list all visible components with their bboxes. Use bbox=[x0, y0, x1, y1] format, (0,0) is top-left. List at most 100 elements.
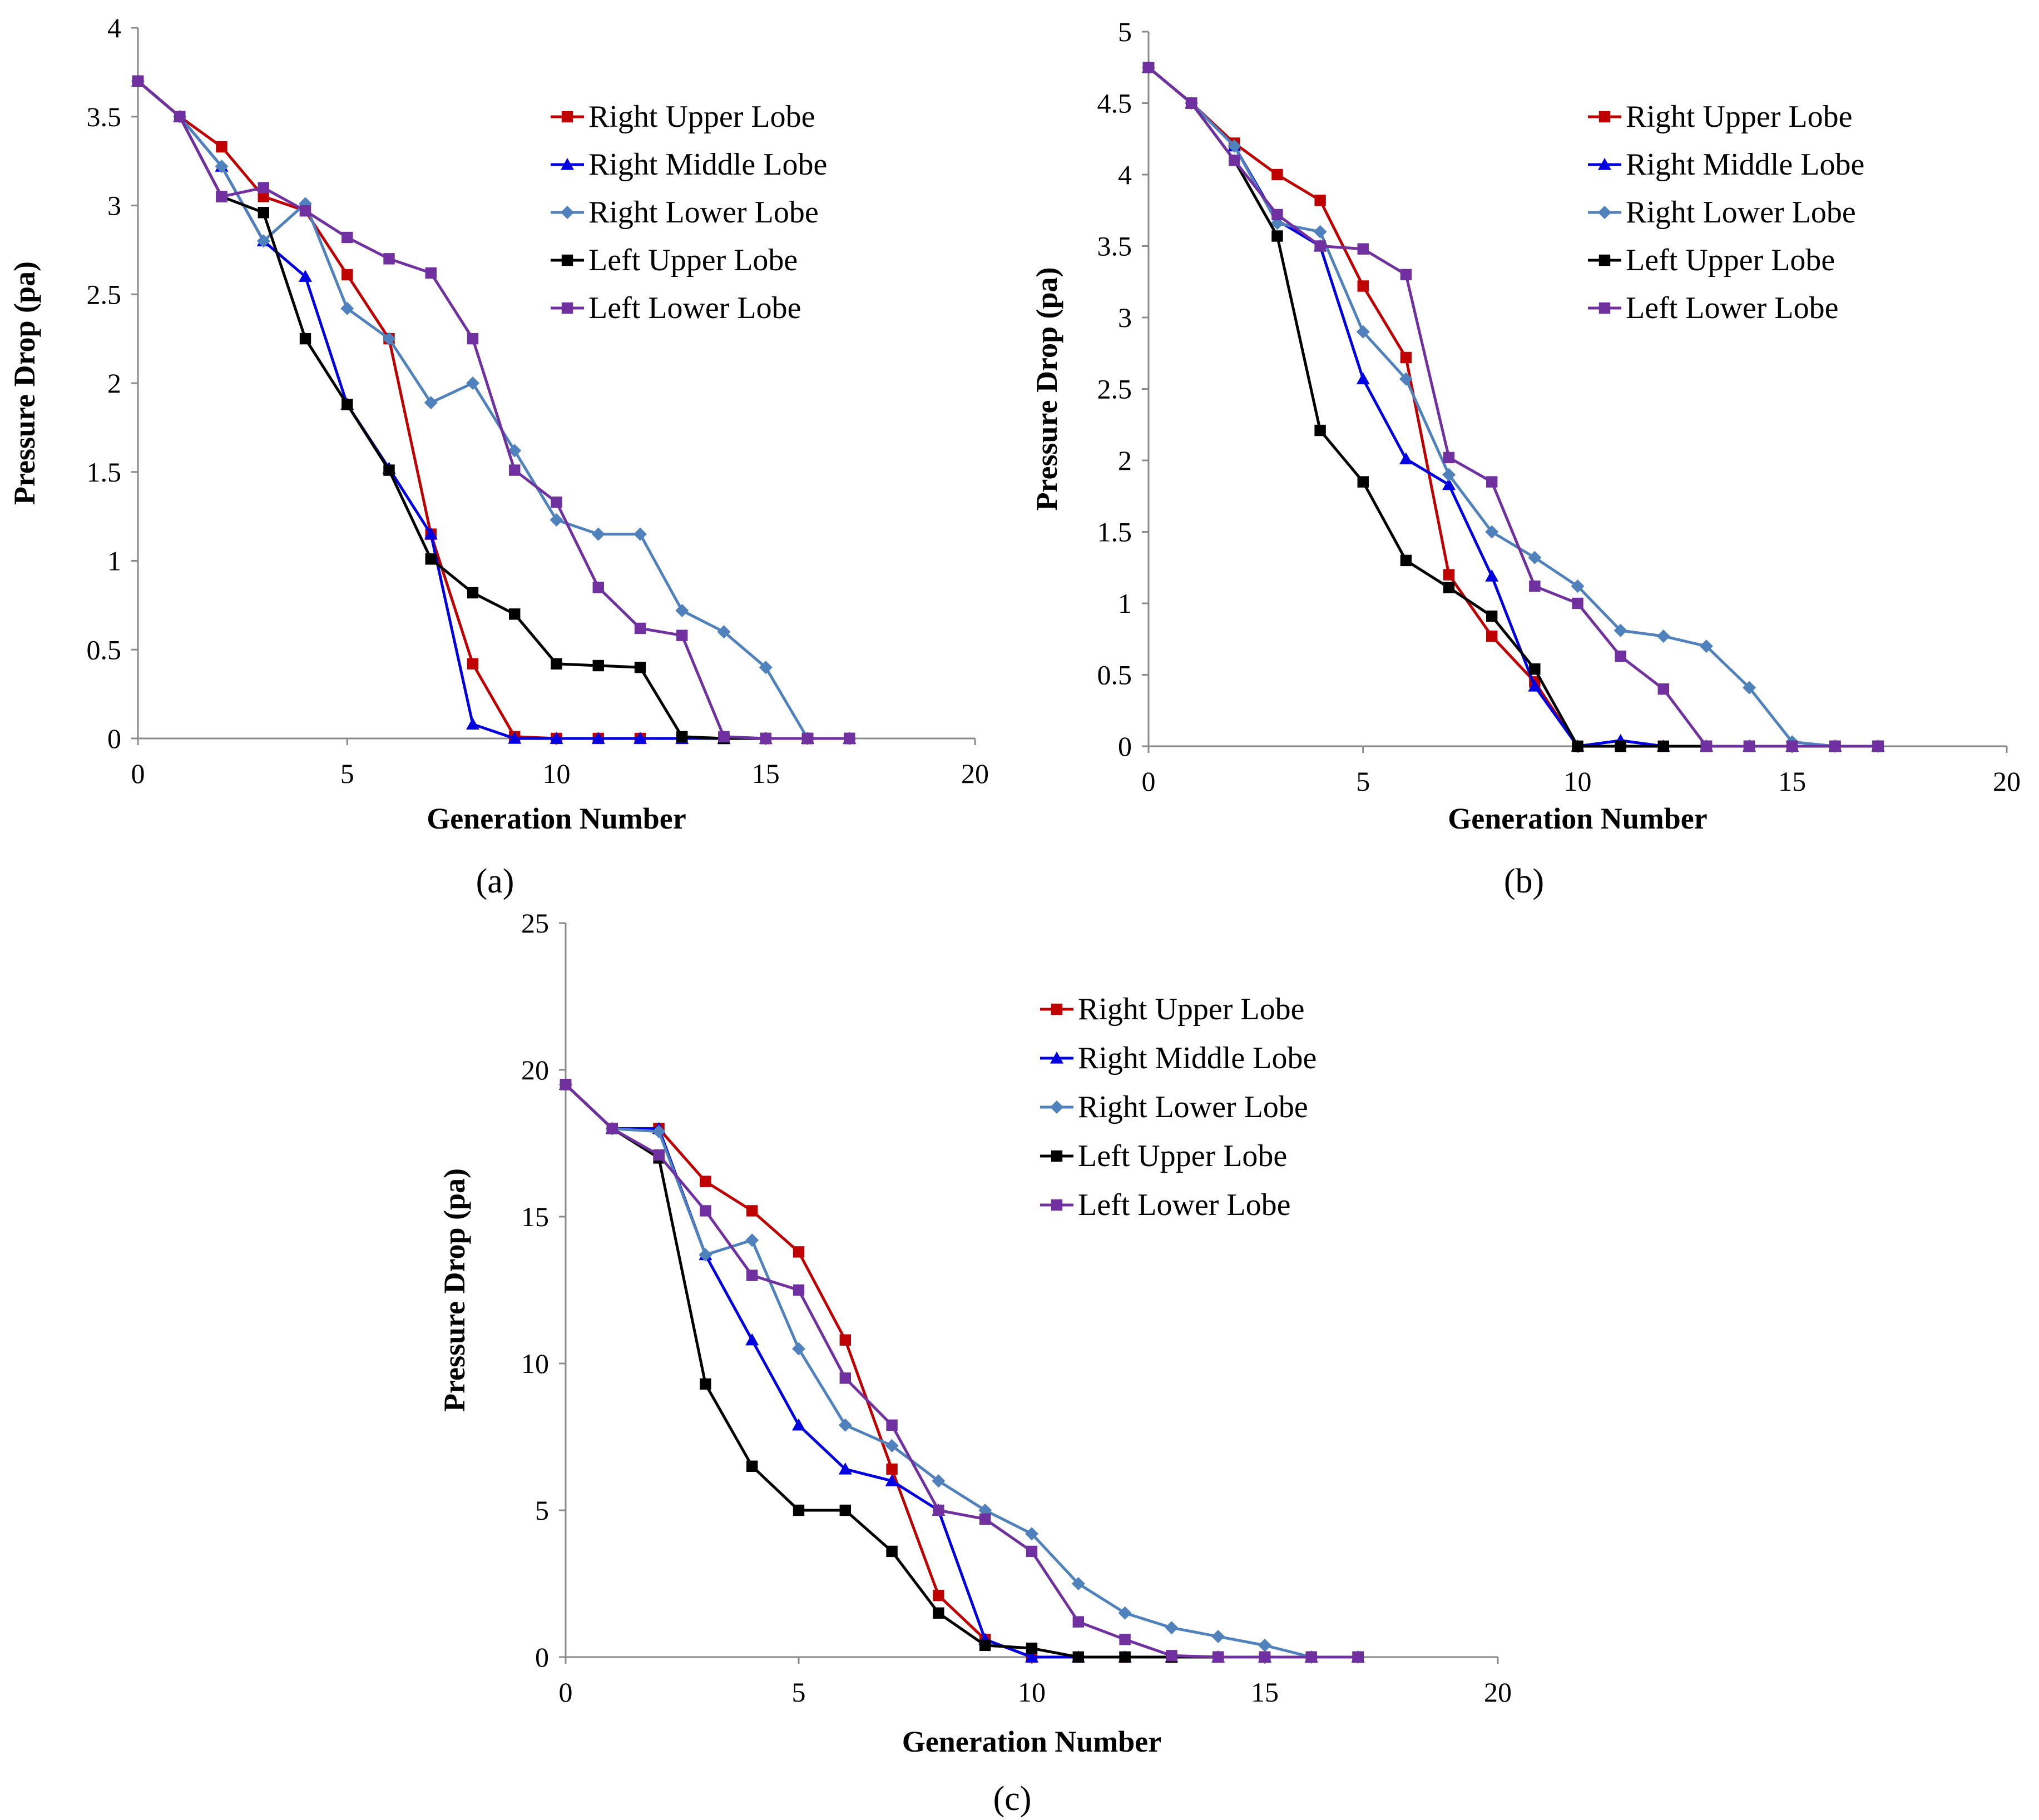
data-point bbox=[216, 141, 227, 153]
legend-item: Left Upper Lobe bbox=[551, 243, 798, 277]
data-point bbox=[342, 399, 353, 410]
data-point bbox=[1119, 1634, 1131, 1645]
data-point bbox=[1571, 579, 1585, 593]
legend-marker bbox=[1050, 1052, 1063, 1064]
data-point bbox=[801, 732, 814, 745]
data-point bbox=[1572, 740, 1583, 752]
y-axis-title: Pressure Drop (pa) bbox=[1030, 267, 1063, 511]
data-point bbox=[1072, 1616, 1084, 1628]
x-tick-label: 0 bbox=[131, 758, 145, 789]
data-point bbox=[1486, 630, 1498, 642]
y-axis-title: Pressure Drop (pa) bbox=[8, 261, 41, 505]
x-axis-title: Generation Number bbox=[902, 1725, 1161, 1758]
series-left-lower-lobe bbox=[132, 75, 855, 745]
x-tick-label: 5 bbox=[792, 1677, 806, 1708]
legend-label: Left Upper Lobe bbox=[588, 243, 798, 277]
legend-label: Left Lower Lobe bbox=[1626, 291, 1838, 325]
data-point bbox=[1529, 663, 1541, 675]
legend-marker bbox=[1598, 302, 1611, 314]
series-line bbox=[565, 1083, 1358, 1659]
legend-label: Left Lower Lobe bbox=[1078, 1188, 1290, 1222]
data-point bbox=[466, 376, 479, 390]
data-point bbox=[509, 464, 521, 476]
x-tick-label: 0 bbox=[1142, 766, 1156, 797]
data-point bbox=[886, 1419, 898, 1431]
data-point bbox=[551, 496, 562, 508]
series-line bbox=[565, 1083, 1358, 1659]
legend-label: Right Upper Lobe bbox=[1078, 992, 1304, 1026]
data-point bbox=[717, 625, 731, 639]
data-point bbox=[1572, 597, 1583, 609]
data-point bbox=[1314, 195, 1326, 206]
data-point bbox=[1258, 1638, 1271, 1652]
data-point bbox=[792, 1418, 805, 1431]
data-point bbox=[634, 527, 647, 541]
data-point bbox=[1486, 610, 1498, 622]
data-point bbox=[933, 1504, 944, 1516]
data-point bbox=[1399, 372, 1413, 386]
x-tick-label: 15 bbox=[752, 758, 780, 789]
data-point bbox=[1357, 280, 1369, 292]
data-point bbox=[676, 629, 688, 641]
chart-panel-b: 0 0.5 1 1.5 2 2.5 3 3.5 4 4.5 5 0 5 10 15 20 Generation … bbox=[1030, 16, 2021, 900]
data-point bbox=[1314, 240, 1326, 252]
data-point bbox=[467, 333, 479, 345]
y-tick-label: 20 bbox=[521, 1054, 549, 1085]
y-tick-label: 3.5 bbox=[1097, 231, 1132, 262]
legend-label: Right Upper Lobe bbox=[588, 100, 815, 134]
x-tick-label: 5 bbox=[1356, 766, 1370, 797]
x-tick-label: 20 bbox=[961, 758, 989, 789]
data-point bbox=[1026, 1545, 1038, 1558]
legend-marker bbox=[1598, 206, 1611, 219]
legend-item: Left Lower Lobe bbox=[1588, 291, 1838, 325]
data-point bbox=[258, 207, 269, 219]
data-point bbox=[886, 1463, 898, 1475]
data-point bbox=[652, 1124, 666, 1138]
legend-marker bbox=[1051, 1150, 1063, 1162]
data-point bbox=[699, 1248, 712, 1262]
data-point bbox=[592, 582, 604, 593]
data-point bbox=[1400, 351, 1412, 364]
data-point bbox=[340, 301, 354, 315]
data-point bbox=[746, 1269, 758, 1281]
data-point bbox=[1442, 468, 1456, 482]
legend-item: Right Lower Lobe bbox=[1588, 195, 1856, 230]
legend-marker bbox=[561, 158, 574, 170]
legend-item: Right Middle Lobe bbox=[551, 147, 827, 182]
data-point bbox=[342, 231, 353, 244]
y-tick-label: 4 bbox=[1118, 159, 1132, 190]
legend-label: Left Upper Lobe bbox=[1078, 1139, 1287, 1173]
x-tick-label: 10 bbox=[1018, 1677, 1046, 1708]
data-point bbox=[550, 513, 563, 527]
data-point bbox=[885, 1474, 899, 1486]
data-point bbox=[979, 1639, 991, 1652]
series-line bbox=[137, 80, 850, 740]
y-tick-label: 5 bbox=[535, 1495, 549, 1526]
data-point bbox=[424, 396, 438, 410]
legend-marker bbox=[561, 254, 573, 266]
y-tick-label: 15 bbox=[521, 1201, 549, 1232]
x-tick-label: 20 bbox=[1484, 1677, 1512, 1708]
data-point bbox=[1443, 569, 1455, 581]
data-point bbox=[299, 333, 311, 345]
data-point bbox=[1259, 1651, 1271, 1663]
data-point bbox=[1400, 269, 1412, 281]
y-tick-label: 4 bbox=[107, 12, 121, 43]
data-point bbox=[792, 1342, 805, 1356]
legend-label: Left Upper Lobe bbox=[1626, 243, 1835, 277]
data-point bbox=[1743, 681, 1756, 695]
data-point bbox=[1615, 650, 1626, 662]
y-tick-label: 3 bbox=[1118, 302, 1132, 333]
data-point bbox=[215, 160, 229, 173]
data-point bbox=[1528, 551, 1542, 564]
y-tick-label: 0 bbox=[535, 1642, 549, 1673]
data-point bbox=[1271, 230, 1283, 242]
data-point bbox=[1313, 225, 1327, 239]
legend-item: Left Lower Lobe bbox=[1040, 1188, 1290, 1222]
legend-label: Right Middle Lobe bbox=[1626, 147, 1864, 182]
data-point bbox=[1400, 554, 1412, 567]
data-point bbox=[591, 527, 605, 541]
legend-item: Left Upper Lobe bbox=[1588, 243, 1835, 277]
data-point bbox=[425, 553, 437, 565]
series-line bbox=[1147, 66, 1878, 748]
